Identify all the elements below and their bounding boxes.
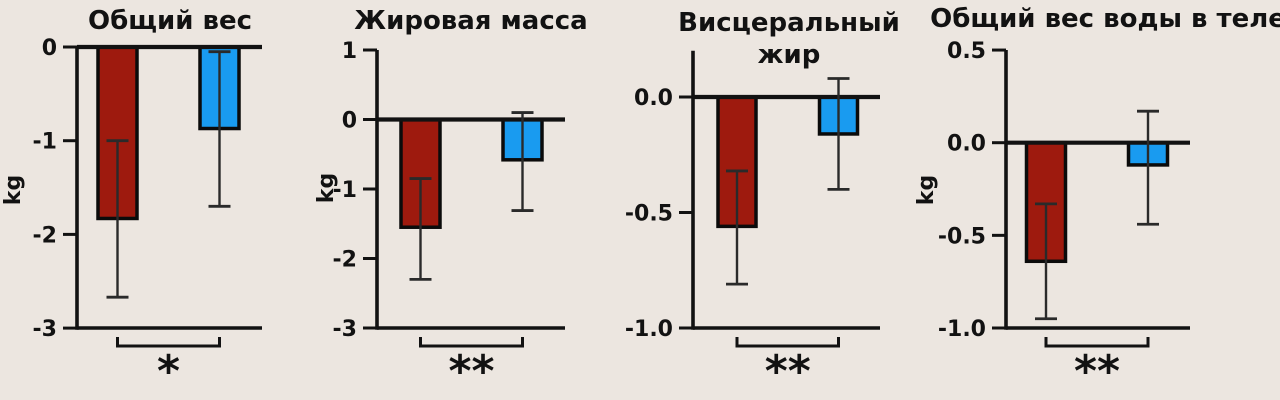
y-tick-label: -2 <box>333 248 357 273</box>
y-axis-label: kg <box>314 173 339 203</box>
error-bar-blue <box>208 50 231 208</box>
sig-bracket <box>1044 337 1150 348</box>
sig-label: ** <box>1074 346 1120 397</box>
y-tick-label: -3 <box>33 317 57 342</box>
y-tick-label: -0.5 <box>625 202 673 227</box>
sig-label: ** <box>448 346 494 397</box>
chart-title: Жировая масса <box>354 6 587 36</box>
y-tick-label: -0.5 <box>938 224 986 249</box>
sig-bracket <box>419 337 524 348</box>
y-tick-label: -3 <box>333 317 357 342</box>
y-tick-label: 0 <box>42 36 57 61</box>
y-tick-label: -1 <box>333 178 357 203</box>
error-bar-red <box>106 139 129 299</box>
y-tick-label: 0.0 <box>947 132 986 157</box>
sig-label: ** <box>765 346 811 397</box>
error-bar-blue <box>511 111 534 212</box>
y-tick-label: 0 <box>342 109 357 134</box>
y-tick-label: -2 <box>33 223 57 248</box>
chart-2: 1 0 -1 -2 -3 ** Жировая масса kg <box>314 6 588 397</box>
error-bar-blue <box>1137 109 1159 226</box>
sig-bracket <box>735 337 840 348</box>
sig-label: * <box>157 346 180 397</box>
y-tick-label: -1.0 <box>938 317 986 342</box>
y-tick-label: 0.0 <box>634 86 673 111</box>
sig-bracket <box>116 337 221 348</box>
error-bar-red <box>409 177 432 281</box>
chart-title: Общий вес воды в теле <box>930 4 1280 34</box>
chart-title: Общий вес <box>88 6 252 36</box>
error-bar-red <box>726 169 748 286</box>
y-tick-label: 0.5 <box>947 39 986 64</box>
y-tick-label: -1 <box>33 130 57 155</box>
error-bar-blue <box>827 77 850 191</box>
error-bar-red <box>1035 202 1057 321</box>
y-axis-label: kg <box>1 175 26 205</box>
y-tick-label: 1 <box>342 39 357 64</box>
y-tick-label: -1.0 <box>625 317 673 342</box>
y-axis-label: kg <box>914 175 939 205</box>
chart-title: жир <box>758 40 821 70</box>
chart-1: 0 -1 -2 -3 * Общий вес kg <box>1 6 262 397</box>
chart-4: 0.5 0.0 -0.5 -1.0 ** Общий вес воды в теле kg <box>914 4 1280 397</box>
chart-title: Висцеральный <box>678 8 900 38</box>
